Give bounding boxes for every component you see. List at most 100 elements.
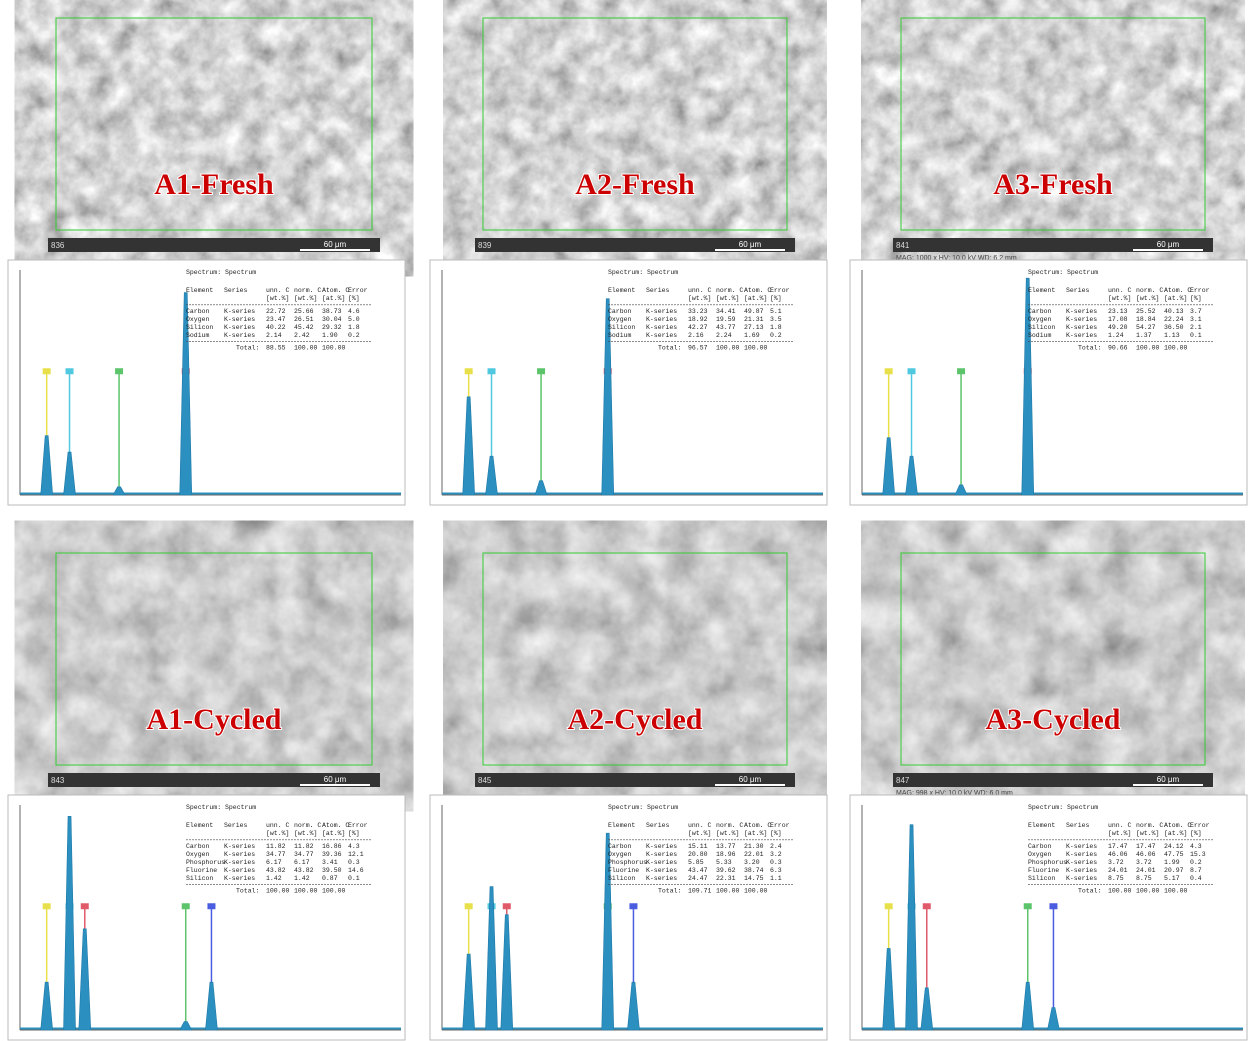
table-cell: 2.4: [770, 843, 782, 850]
table-cell: 0.3: [770, 859, 782, 866]
scale-bar-label: 60 μm: [1157, 240, 1180, 249]
table-cell: 3.72: [1108, 859, 1124, 866]
analysis-box: [900, 552, 1206, 766]
table-header: Element: [186, 822, 213, 829]
table-cell: Oxygen: [608, 316, 632, 323]
table-cell: 43.82: [266, 867, 286, 874]
table-cell: K-series: [646, 843, 677, 850]
image-id: 845: [478, 776, 492, 785]
table-total: 100.00: [294, 888, 318, 895]
table-total: 100.00: [322, 888, 346, 895]
table-cell: Sodium: [186, 332, 210, 339]
image-id: 847: [896, 776, 910, 785]
element-tag: [922, 903, 931, 910]
table-cell: 4.3: [1190, 843, 1202, 850]
table-cell: 16.86: [322, 843, 342, 850]
table-units: [%]: [1190, 295, 1202, 302]
table-cell: 1.8: [770, 324, 782, 331]
table-cell: 24.12: [1164, 843, 1184, 850]
table-header: norm. C: [1136, 287, 1163, 294]
table-cell: K-series: [1066, 859, 1097, 866]
table-header: norm. C: [1136, 822, 1163, 829]
peak: [920, 987, 934, 1031]
sem-image: [475, 10, 795, 252]
table-total-label: Total:: [658, 345, 681, 352]
scale-bar-label: 60 μm: [324, 240, 347, 249]
info-bar: [48, 238, 380, 252]
table-cell: K-series: [646, 324, 677, 331]
table-total-label: Total:: [1078, 345, 1101, 352]
table-total-label: Total:: [236, 888, 259, 895]
element-tag: [957, 368, 966, 375]
table-header: Atom. C: [744, 287, 771, 294]
table-units: [at.%]: [322, 295, 345, 302]
scale-bar-label: 60 μm: [739, 775, 762, 784]
table-cell: K-series: [1066, 867, 1097, 874]
table-cell: 22.01: [744, 851, 764, 858]
peak: [601, 298, 615, 496]
table-cell: Silicon: [608, 324, 635, 331]
table-cell: Silicon: [1028, 875, 1055, 882]
table-cell: Oxygen: [1028, 851, 1052, 858]
table-units: [wt.%]: [266, 295, 289, 302]
image-meta: MAG: 1000 x HV: 10.0 kV WD: 6.2 mm: [896, 255, 1017, 262]
table-units: [at.%]: [1164, 830, 1187, 837]
table-cell: K-series: [646, 859, 677, 866]
table-cell: 49.87: [744, 308, 764, 315]
sem-image: [893, 10, 1213, 252]
table-header: unn. C: [266, 287, 290, 294]
peak: [485, 886, 498, 1031]
table-cell: K-series: [224, 875, 255, 882]
table-cell: K-series: [1066, 308, 1097, 315]
table-units: [wt.%]: [1136, 830, 1159, 837]
table-cell: 34.77: [294, 851, 314, 858]
table-units: [%]: [1190, 830, 1202, 837]
table-total: 100.00: [716, 345, 740, 352]
table-cell: 11.82: [266, 843, 286, 850]
peak: [63, 815, 76, 1031]
table-cell: 3.72: [1136, 859, 1152, 866]
table-header: norm. C: [716, 287, 743, 294]
table-cell: 0.2: [770, 332, 782, 339]
table-cell: 29.32: [322, 324, 342, 331]
table-cell: Oxygen: [186, 316, 210, 323]
sem-image: [893, 545, 1213, 787]
table-cell: 1.69: [744, 332, 760, 339]
table-title: Spectrum: Spectrum: [1028, 804, 1098, 811]
table-cell: K-series: [646, 851, 677, 858]
spectrum-frame: [849, 259, 1248, 506]
table-cell: 5.33: [716, 859, 732, 866]
table-header: unn. C: [688, 822, 712, 829]
table-cell: 5.0: [348, 316, 360, 323]
table-units: [at.%]: [322, 830, 345, 837]
scale-bar-label: 60 μm: [324, 775, 347, 784]
table-cell: 2.14: [266, 332, 282, 339]
table-cell: Oxygen: [608, 851, 632, 858]
peak: [905, 824, 918, 1031]
table-cell: 3.5: [770, 316, 782, 323]
peak: [462, 396, 475, 496]
table-total: 100.00: [1108, 888, 1132, 895]
element-tag: [537, 368, 546, 375]
peak: [78, 928, 92, 1031]
table-cell: 1.1: [770, 875, 782, 882]
table-cell: 15.3: [1190, 851, 1206, 858]
info-bar: [475, 238, 795, 252]
element-tag: [884, 368, 893, 375]
table-cell: K-series: [1066, 875, 1097, 882]
table-total: 100.00: [1136, 345, 1160, 352]
peak: [627, 981, 640, 1031]
sample-label: A1-Fresh: [154, 168, 274, 201]
table-cell: 2.42: [294, 332, 310, 339]
table-cell: 36.50: [1164, 324, 1184, 331]
analysis-box: [55, 552, 373, 766]
element-tag: [207, 903, 216, 910]
sample-label: A3-Fresh: [993, 168, 1113, 201]
table-cell: 23.47: [266, 316, 286, 323]
table-cell: 1.99: [1164, 859, 1180, 866]
element-tag: [464, 368, 473, 375]
table-cell: Fluorine: [608, 867, 639, 874]
info-bar: [893, 238, 1213, 252]
table-header: unn. C: [1108, 822, 1132, 829]
table-header: Error: [770, 822, 790, 829]
